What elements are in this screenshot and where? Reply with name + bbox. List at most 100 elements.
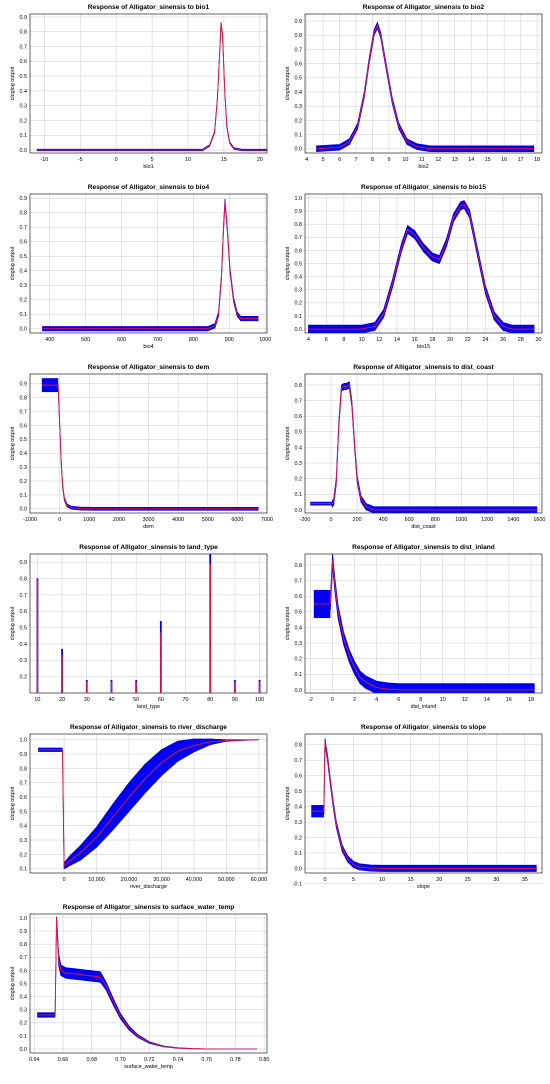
y-tick-label: 0.1 — [20, 867, 28, 873]
x-axis-label: bio15 — [417, 344, 430, 350]
y-tick-label: 0.2 — [20, 675, 28, 681]
x-tick-label: 0.78 — [230, 1057, 241, 1063]
chart-title: Response of Alligator_sinensis to bio2 — [363, 4, 485, 11]
x-tick-label: 4 — [305, 157, 308, 163]
x-tick-label: 28 — [518, 337, 524, 343]
y-axis-label: cloglog output — [285, 246, 291, 280]
x-tick-label: 7000 — [261, 517, 273, 523]
y-tick-label: 0.9 — [20, 752, 28, 758]
y-tick-label: 0.3 — [295, 104, 303, 110]
y-tick-label: 0.4 — [20, 824, 28, 830]
y-tick-label: 0.0 — [295, 147, 303, 153]
y-tick-label: 0.3 — [295, 461, 303, 467]
x-tick-label: 10 — [185, 157, 191, 163]
y-tick-label: 0.4 — [20, 995, 28, 1001]
bar-mean — [36, 580, 39, 693]
y-tick-label: 0.0 — [295, 866, 303, 872]
x-tick-label: 600 — [405, 517, 414, 523]
x-tick-label: 800 — [189, 337, 198, 343]
x-tick-label: 0.80 — [259, 1057, 270, 1063]
x-axis-label: surface_water_temp — [124, 1064, 173, 1070]
y-tick-label: 0.7 — [20, 955, 28, 961]
y-tick-label: 0.7 — [20, 225, 28, 231]
chart-svg: Response of Alligator_sinensis to dist_i… — [285, 544, 543, 710]
x-tick-label: 8 — [342, 337, 345, 343]
y-tick-label: 0.6 — [20, 240, 28, 246]
grid — [30, 914, 267, 1053]
chart-panel-river-discharge: Response of Alligator_sinensis to river_… — [0, 720, 275, 900]
y-tick-label: 0.2 — [20, 852, 28, 858]
y-tick-label: 0.7 — [20, 781, 28, 787]
y-tick-label: 0.6 — [20, 968, 28, 974]
x-tick-label: 24 — [482, 337, 488, 343]
y-tick-label: 0.6 — [20, 59, 28, 65]
plot-frame — [304, 193, 543, 334]
x-tick-label: 400 — [45, 337, 54, 343]
y-tick-label: 0.7 — [295, 758, 303, 764]
y-tick-label: 0.4 — [20, 451, 28, 457]
x-tick-label: 40 — [108, 697, 114, 703]
x-tick-label: 30,000 — [153, 877, 170, 883]
chart-panel-land-type: Response of Alligator_sinensis to land_t… — [0, 540, 275, 720]
y-tick-label: 0.1 — [20, 133, 28, 139]
confidence-band — [316, 21, 535, 153]
x-tick-label: 200 — [353, 517, 362, 523]
y-tick-label: 0.5 — [295, 610, 303, 616]
y-tick-label: 0.8 — [20, 576, 28, 582]
y-axis-label: cloglog output — [10, 966, 16, 1000]
x-tick-label: 2 — [353, 697, 356, 703]
mean-response-line — [308, 203, 535, 330]
mean-response-line — [37, 917, 257, 1050]
x-tick-label: 0.66 — [58, 1057, 69, 1063]
grid — [30, 554, 267, 693]
x-tick-label: -1000 — [23, 517, 37, 523]
y-tick-label: 0.5 — [295, 261, 303, 267]
x-tick-label: 10 — [440, 697, 446, 703]
y-tick-label: 0.8 — [295, 222, 303, 228]
x-tick-label: 5 — [352, 877, 355, 883]
chart-panel-bio1: Response of Alligator_sinensis to bio1 -1… — [0, 0, 275, 180]
y-tick-label: 0.2 — [20, 298, 28, 304]
confidence-band — [308, 200, 535, 333]
y-tick-label: 0.2 — [20, 479, 28, 485]
x-tick-label: 30 — [84, 697, 90, 703]
y-tick-label: 0.3 — [295, 820, 303, 826]
x-axis-label: bio2 — [418, 164, 428, 170]
x-tick-label: 10 — [359, 337, 365, 343]
y-tick-label: 0.9 — [20, 15, 28, 21]
x-tick-label: 2000 — [113, 517, 125, 523]
plot-frame — [304, 13, 543, 154]
y-tick-label: 0.6 — [295, 414, 303, 420]
plot-frame — [29, 373, 268, 514]
x-tick-label: 0 — [331, 697, 334, 703]
y-axis-label: cloglog output — [285, 426, 291, 460]
chart-panel-bio15: Response of Alligator_sinensis to bio15 4… — [275, 180, 550, 360]
plot-frame — [29, 13, 268, 154]
confidence-band — [323, 738, 537, 872]
y-axis-label: cloglog output — [285, 606, 291, 640]
x-tick-label: 5 — [151, 157, 154, 163]
mean-response-line — [37, 22, 267, 151]
x-tick-label: 0 — [63, 877, 66, 883]
x-tick-label: 0 — [323, 877, 326, 883]
x-tick-label: 6 — [338, 157, 341, 163]
y-tick-label: 0.4 — [295, 804, 303, 810]
confidence-band — [329, 554, 535, 693]
confidence-band — [57, 383, 259, 511]
y-tick-label: 0.9 — [295, 19, 303, 25]
chart-panel-bio4: Response of Alligator_sinensis to bio4 40… — [0, 180, 275, 360]
y-tick-label: 0.1 — [20, 312, 28, 318]
y-tick-label: 0.3 — [20, 104, 28, 110]
x-axis-label: dist_inland — [411, 704, 437, 710]
x-tick-label: 4000 — [172, 517, 184, 523]
y-tick-label: 0.2 — [295, 835, 303, 841]
y-tick-label: 0.7 — [295, 47, 303, 53]
x-tick-label: 1400 — [507, 517, 519, 523]
x-tick-label: 0.72 — [144, 1057, 155, 1063]
x-tick-label: 0.70 — [115, 1057, 126, 1063]
confidence-band — [54, 916, 257, 1050]
y-tick-label: 0.2 — [295, 301, 303, 307]
x-tick-label: 16 — [506, 697, 512, 703]
x-tick-label: 5000 — [202, 517, 214, 523]
x-tick-label: 14 — [484, 697, 490, 703]
